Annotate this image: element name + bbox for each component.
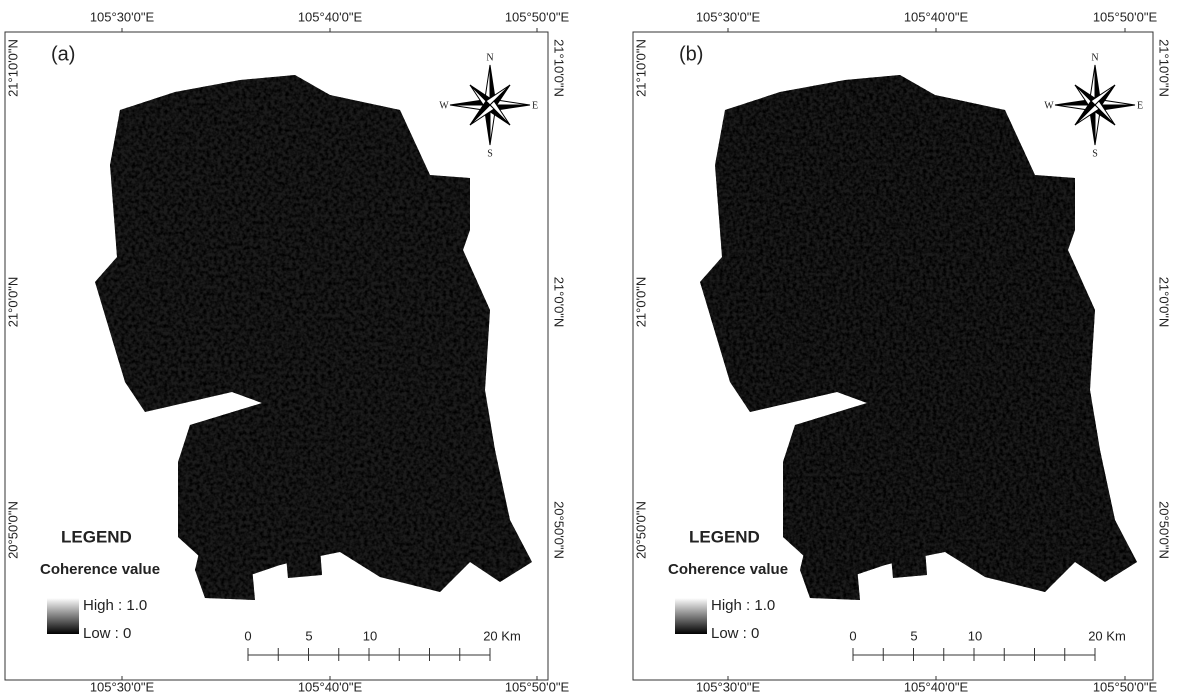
legend-high: High : 1.0 — [83, 597, 147, 614]
panel-label: (a) — [51, 43, 75, 65]
coherence-map — [695, 70, 1145, 605]
legend-ramp — [675, 598, 707, 634]
legend-subtitle: Coherence value — [668, 561, 788, 578]
scale-label: 20 Km — [483, 628, 521, 643]
right-tick-label: 20°50'0"N — [552, 501, 567, 559]
right-tick-label: 21°10'0"N — [552, 39, 567, 97]
bottom-tick-label: 105°40'0"E — [298, 679, 363, 694]
compass-w: W — [439, 100, 449, 111]
left-tick-label: 20°50'0"N — [633, 501, 648, 559]
right-tick-label: 20°50'0"N — [1157, 501, 1172, 559]
right-tick-label: 21°0'0"N — [552, 277, 567, 328]
compass-s: S — [487, 148, 493, 159]
figure: 105°30'0"E 105°30'0"E 105°40'0"E 105°40'0"E… — [0, 0, 1186, 695]
legend-subtitle: Coherence value — [40, 561, 160, 578]
bottom-tick-label: 105°50'0"E — [1093, 679, 1158, 694]
legend-title: LEGEND — [61, 527, 132, 546]
bottom-tick-label: 105°30'0"E — [696, 679, 761, 694]
map-panel: 105°30'0"E 105°30'0"E 105°40'0"E 105°40'0"E… — [633, 9, 1172, 694]
north-arrow: N S E W — [1044, 52, 1143, 159]
scale-label: 10 — [968, 628, 982, 643]
top-tick-label: 105°30'0"E — [696, 9, 761, 24]
coherence-map — [90, 70, 540, 605]
left-tick-label: 21°10'0"N — [5, 39, 20, 97]
map-texture — [695, 70, 1145, 605]
legend-ramp — [47, 598, 79, 634]
bottom-tick-label: 105°50'0"E — [505, 679, 570, 694]
left-tick-label: 20°50'0"N — [5, 501, 20, 559]
map-panel: 105°30'0"E 105°30'0"E 105°40'0"E 105°40'0"E… — [5, 9, 569, 694]
compass-n: N — [486, 52, 493, 63]
legend-low: Low : 0 — [711, 625, 759, 642]
left-tick-label: 21°0'0"N — [633, 277, 648, 328]
left-tick-label: 21°10'0"N — [633, 39, 648, 97]
scale-label: 0 — [244, 628, 251, 643]
bottom-tick-label: 105°30'0"E — [90, 679, 155, 694]
legend-low: Low : 0 — [83, 625, 131, 642]
compass-w: W — [1044, 100, 1054, 111]
right-tick-label: 21°0'0"N — [1157, 277, 1172, 328]
north-arrow: N S E W — [439, 52, 538, 159]
top-tick-label: 105°40'0"E — [298, 9, 363, 24]
legend-title: LEGEND — [689, 527, 760, 546]
top-tick-label: 105°50'0"E — [505, 9, 570, 24]
left-tick-label: 21°0'0"N — [5, 277, 20, 328]
scale-label: 10 — [363, 628, 377, 643]
scale-label: 0 — [849, 628, 856, 643]
legend-high: High : 1.0 — [711, 597, 775, 614]
compass-e: E — [532, 100, 538, 111]
scale-label: 5 — [305, 628, 312, 643]
top-tick-label: 105°50'0"E — [1093, 9, 1158, 24]
top-tick-label: 105°30'0"E — [90, 9, 155, 24]
right-tick-label: 21°10'0"N — [1157, 39, 1172, 97]
compass-e: E — [1137, 100, 1143, 111]
compass-s: S — [1092, 148, 1098, 159]
bottom-tick-label: 105°40'0"E — [904, 679, 969, 694]
map-texture — [90, 70, 540, 605]
panel-label: (b) — [679, 43, 703, 65]
scale-label: 5 — [910, 628, 917, 643]
scale-label: 20 Km — [1088, 628, 1126, 643]
compass-n: N — [1091, 52, 1098, 63]
top-tick-label: 105°40'0"E — [904, 9, 969, 24]
